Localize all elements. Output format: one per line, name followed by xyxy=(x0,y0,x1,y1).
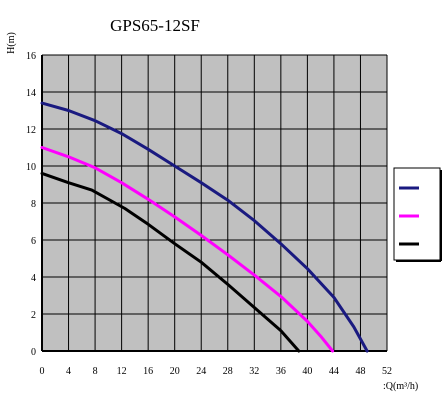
x-tick-label: 16 xyxy=(143,366,153,377)
y-tick-label: 16 xyxy=(26,51,36,62)
series-line-1 xyxy=(40,101,369,353)
x-tick-label: 0 xyxy=(40,366,45,377)
series-line-2 xyxy=(40,146,335,353)
series-line-3 xyxy=(40,171,301,353)
y-tick-label: 0 xyxy=(31,347,36,358)
x-tick-label: 52 xyxy=(382,366,392,377)
x-tick-label: 36 xyxy=(276,366,286,377)
y-tick-label: 12 xyxy=(26,125,36,136)
y-tick-label: 4 xyxy=(31,273,36,284)
x-tick-label: 24 xyxy=(196,366,206,377)
x-tick-label: 12 xyxy=(117,366,127,377)
legend-box xyxy=(393,167,441,261)
chart-title: GPS65-12SF xyxy=(110,16,200,35)
x-tick-label: 32 xyxy=(249,366,259,377)
y-tick-label: 8 xyxy=(31,199,36,210)
x-tick-label: 4 xyxy=(66,366,71,377)
legend xyxy=(393,167,442,262)
y-axis-label: H(m) xyxy=(6,32,17,54)
x-tick-label: 44 xyxy=(329,366,339,377)
x-axis-label: :Q(m³/h) xyxy=(383,381,418,392)
x-tick-label: 8 xyxy=(93,366,98,377)
x-tick-label: 28 xyxy=(223,366,233,377)
x-tick-label: 48 xyxy=(355,366,365,377)
y-tick-label: 14 xyxy=(26,88,36,99)
y-tick-label: 6 xyxy=(31,236,36,247)
y-tick-label: 10 xyxy=(26,162,36,173)
x-tick-label: 40 xyxy=(302,366,312,377)
series-lines xyxy=(40,101,369,353)
x-tick-label: 20 xyxy=(170,366,180,377)
y-tick-label: 2 xyxy=(31,310,36,321)
